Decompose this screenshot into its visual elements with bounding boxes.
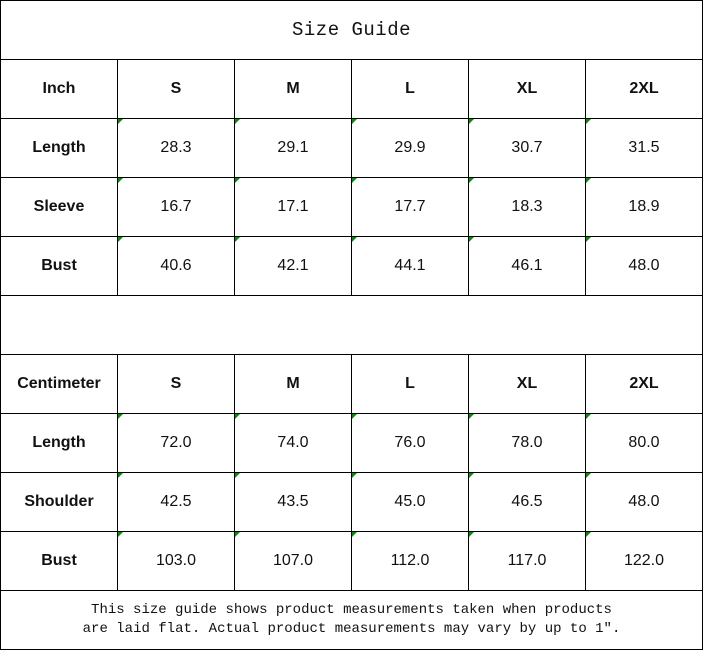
measurement-cell: 78.0 — [468, 413, 586, 473]
measurement-cell: 80.0 — [585, 413, 703, 473]
measurement-cell: 44.1 — [351, 236, 469, 296]
unit-header: Centimeter — [0, 354, 118, 414]
measurement-cell: 29.1 — [234, 118, 352, 178]
measurement-cell: 40.6 — [117, 236, 235, 296]
row-label: Length — [0, 413, 118, 473]
table-row — [0, 295, 703, 355]
measurement-cell: 74.0 — [234, 413, 352, 473]
table-row: Centimeter S M L XL 2XL — [0, 354, 703, 414]
measurement-cell: 48.0 — [585, 472, 703, 532]
measurement-cell: 46.1 — [468, 236, 586, 296]
size-header: S — [117, 59, 235, 119]
measurement-cell: 48.0 — [585, 236, 703, 296]
size-header: 2XL — [585, 354, 703, 414]
measurement-cell: 31.5 — [585, 118, 703, 178]
page-title: Size Guide — [0, 0, 703, 60]
size-header: XL — [468, 354, 586, 414]
measurement-cell: 43.5 — [234, 472, 352, 532]
spacer-row — [0, 295, 703, 355]
measurement-cell: 18.9 — [585, 177, 703, 237]
measurement-cell: 17.7 — [351, 177, 469, 237]
row-label: Length — [0, 118, 118, 178]
measurement-cell: 42.5 — [117, 472, 235, 532]
measurement-cell: 103.0 — [117, 531, 235, 591]
footnote-line: are laid flat. Actual product measuremen… — [82, 621, 621, 637]
table-row: Bust 103.0 107.0 112.0 117.0 122.0 — [0, 531, 703, 591]
table-row: Length 72.0 74.0 76.0 78.0 80.0 — [0, 413, 703, 473]
table-row: This size guide shows product measuremen… — [0, 590, 703, 650]
measurement-cell: 45.0 — [351, 472, 469, 532]
row-label: Bust — [0, 236, 118, 296]
table-row: Shoulder 42.5 43.5 45.0 46.5 48.0 — [0, 472, 703, 532]
size-header: XL — [468, 59, 586, 119]
footnote-line: This size guide shows product measuremen… — [91, 602, 612, 618]
size-header: M — [234, 354, 352, 414]
measurement-cell: 112.0 — [351, 531, 469, 591]
measurement-cell: 122.0 — [585, 531, 703, 591]
measurement-cell: 30.7 — [468, 118, 586, 178]
size-header: L — [351, 59, 469, 119]
measurement-cell: 17.1 — [234, 177, 352, 237]
measurement-cell: 18.3 — [468, 177, 586, 237]
footnote: This size guide shows product measuremen… — [0, 590, 703, 650]
table-row: Bust 40.6 42.1 44.1 46.1 48.0 — [0, 236, 703, 296]
measurement-cell: 76.0 — [351, 413, 469, 473]
size-header: 2XL — [585, 59, 703, 119]
row-label: Bust — [0, 531, 118, 591]
measurement-cell: 29.9 — [351, 118, 469, 178]
row-label: Sleeve — [0, 177, 118, 237]
row-label: Shoulder — [0, 472, 118, 532]
size-header: M — [234, 59, 352, 119]
measurement-cell: 117.0 — [468, 531, 586, 591]
table-row: Length 28.3 29.1 29.9 30.7 31.5 — [0, 118, 703, 178]
measurement-cell: 28.3 — [117, 118, 235, 178]
measurement-cell: 107.0 — [234, 531, 352, 591]
table-row: Sleeve 16.7 17.1 17.7 18.3 18.9 — [0, 177, 703, 237]
measurement-cell: 16.7 — [117, 177, 235, 237]
size-header: S — [117, 354, 235, 414]
table-row: Size Guide — [0, 0, 703, 60]
measurement-cell: 72.0 — [117, 413, 235, 473]
unit-header: Inch — [0, 59, 118, 119]
table-row: Inch S M L XL 2XL — [0, 59, 703, 119]
size-header: L — [351, 354, 469, 414]
measurement-cell: 46.5 — [468, 472, 586, 532]
measurement-cell: 42.1 — [234, 236, 352, 296]
